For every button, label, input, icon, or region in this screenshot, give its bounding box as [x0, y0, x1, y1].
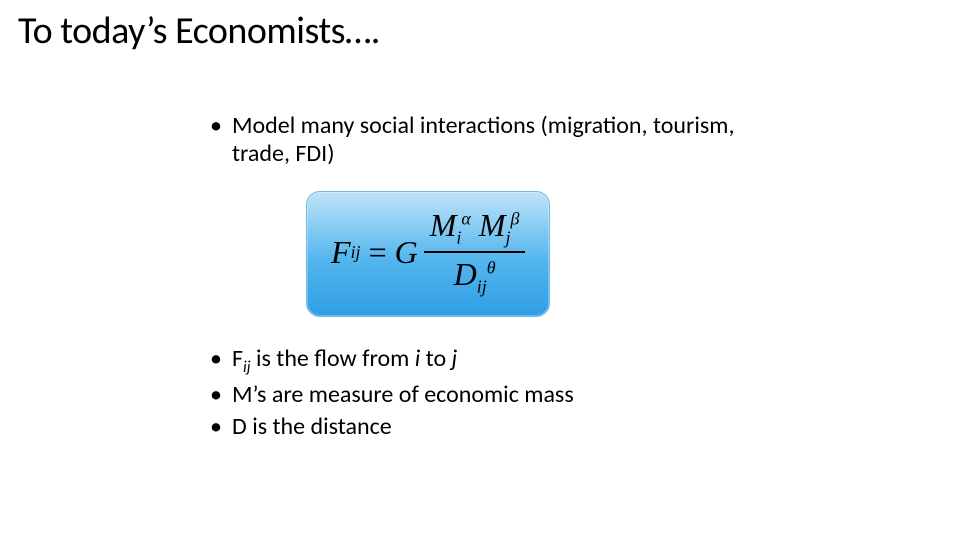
b1-F: F [232, 344, 243, 373]
formula-F-sub: ij [351, 242, 361, 263]
formula-D: D [454, 256, 477, 292]
formula-Mi-sub: i [456, 228, 461, 248]
bullet-bottom-2: M’s are measure of economic mass [210, 381, 770, 409]
formula-G: G [395, 234, 418, 271]
b1-ij: ij [243, 358, 251, 377]
formula-box: Fij = G Miα Mjβ Dijθ [306, 191, 550, 317]
gravity-formula: Fij = G Miα Mjβ Dijθ [331, 206, 525, 298]
b1-mid: to [420, 344, 451, 373]
slide-content: Model many social interactions (migratio… [210, 112, 770, 445]
formula-alpha: α [461, 209, 470, 229]
formula-container: Fij = G Miα Mjβ Dijθ [306, 191, 770, 317]
slide-title: To today’s Economists…. [18, 8, 942, 54]
bullet-bottom-1: Fij is the flow from i to j [210, 345, 770, 377]
formula-eq: = [361, 234, 395, 271]
formula-Mj-sub: j [506, 228, 511, 248]
formula-denominator: Dijθ [448, 255, 502, 298]
slide: To today’s Economists…. Model many socia… [0, 0, 960, 540]
formula-theta: θ [487, 258, 496, 278]
fraction-bar [424, 251, 526, 253]
b1-rest: is the flow from [251, 344, 415, 373]
formula-D-sub: ij [477, 277, 487, 297]
bullet-top-1: Model many social interactions (migratio… [210, 112, 770, 167]
bullet-bottom-3: D is the distance [210, 413, 770, 441]
lower-bullets: Fij is the flow from i to j M’s are meas… [210, 345, 770, 440]
b1-j: j [452, 344, 458, 373]
formula-beta: β [511, 209, 520, 229]
formula-fraction: Miα Mjβ Dijθ [424, 206, 526, 298]
formula-F: F [331, 234, 351, 271]
formula-numerator: Miα Mjβ [424, 206, 526, 249]
formula-Mj: M [479, 207, 506, 243]
formula-Mi: M [430, 207, 457, 243]
